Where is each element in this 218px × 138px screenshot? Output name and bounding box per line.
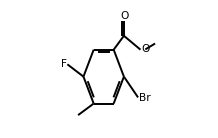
Text: Br: Br	[139, 93, 151, 103]
Text: O: O	[142, 44, 150, 55]
Text: F: F	[61, 59, 66, 69]
Text: O: O	[120, 11, 129, 21]
